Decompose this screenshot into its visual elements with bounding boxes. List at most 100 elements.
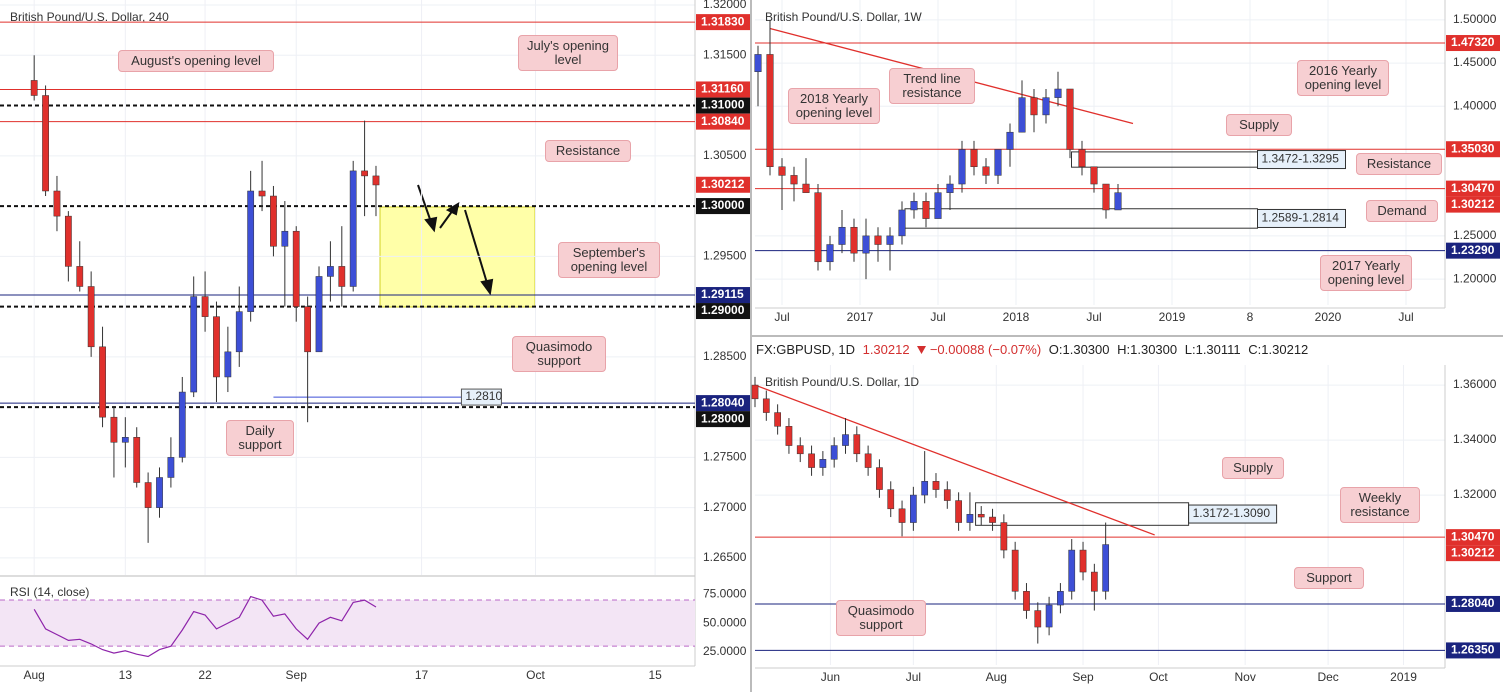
candle-body — [338, 266, 346, 287]
y-tick-label: 1.27000 — [703, 500, 747, 514]
symbol: FX:GBPUSD, 1D — [756, 342, 855, 357]
candle-body — [966, 514, 974, 523]
callout: September's opening level — [558, 242, 660, 278]
rsi-tick-label: 25.0000 — [703, 644, 747, 658]
candle-body — [977, 514, 985, 518]
callout: Quasimodo support — [512, 336, 606, 372]
zone-label: 1.3172-1.3090 — [1193, 506, 1271, 520]
zone-label: 1.3472-1.3295 — [1262, 152, 1340, 166]
price-label-box — [696, 395, 750, 412]
candle-body — [862, 235, 870, 254]
candle-body — [372, 175, 380, 186]
x-tick-label: 15 — [648, 668, 662, 682]
x-tick-label: Oct — [1149, 670, 1168, 684]
zone-label-box — [1257, 150, 1346, 170]
candle-body — [898, 209, 906, 237]
candle-body — [190, 296, 198, 393]
candle-body — [910, 201, 918, 211]
x-tick-label: Jul — [930, 310, 945, 324]
candle-body — [830, 445, 838, 460]
y-tick-label: 1.27500 — [703, 450, 747, 464]
candle-body — [842, 434, 849, 446]
candle-body — [932, 481, 940, 490]
x-tick-label: Jun — [821, 670, 840, 684]
price-label: 1.31830 — [701, 14, 745, 28]
price-label: 1.23290 — [1451, 243, 1495, 257]
plot: 1.32000 1.31500 1.30500 1.29500 1.28500 1.275… — [0, 0, 750, 682]
callout: Supply — [1226, 114, 1292, 136]
price-label: 1.30470 — [1451, 181, 1495, 195]
price-label: 1.30000 — [701, 198, 745, 212]
price-label: 1.35030 — [1451, 141, 1495, 155]
candle-body — [1045, 604, 1053, 628]
price-label-box — [1446, 196, 1500, 213]
candle-body — [167, 457, 175, 478]
y-tick-label: 1.32000 — [1453, 487, 1497, 501]
rsi-tick-label: 50.0000 — [703, 615, 747, 629]
x-tick-label: 2018 — [1003, 310, 1030, 324]
price-label: 1.30470 — [1451, 529, 1495, 543]
candle-body — [349, 170, 357, 287]
candle-body — [201, 296, 209, 317]
candle-body — [955, 500, 962, 523]
trend-line — [754, 384, 1155, 536]
last-price: 1.30212 — [862, 342, 910, 357]
candle-body — [887, 489, 895, 510]
candle-body — [258, 190, 266, 197]
candle-body — [133, 437, 141, 483]
candle-body — [778, 166, 786, 176]
candle-body — [1090, 166, 1098, 185]
candle-body — [1102, 544, 1110, 592]
y-tick-label: 1.20000 — [1453, 271, 1497, 285]
candle-body — [304, 306, 312, 353]
candle-body — [802, 183, 810, 193]
x-tick-label: Dec — [1317, 670, 1338, 684]
candle-body — [76, 266, 84, 287]
symbol-header: FX:GBPUSD, 1D 1.30212 −0.00088 (−0.07%) … — [756, 342, 1312, 357]
candle-body — [751, 384, 759, 400]
candle-body — [224, 351, 232, 378]
candle-body — [1018, 97, 1026, 133]
candle-body — [754, 54, 762, 72]
candle-body — [1090, 571, 1098, 592]
candle-body — [874, 235, 882, 245]
price-label-box — [1446, 642, 1500, 659]
candle-body — [790, 175, 798, 185]
x-tick-label: Nov — [1234, 670, 1255, 684]
x-tick-label: Sep — [1072, 670, 1094, 684]
price-label-box — [696, 303, 750, 320]
candle-body — [53, 190, 61, 217]
price-label-box — [696, 97, 750, 114]
x-tick-label: Jul — [906, 670, 921, 684]
candle-body — [946, 183, 954, 193]
candle-body — [921, 481, 929, 496]
candle-body — [292, 230, 300, 307]
callout: 2018 Yearly opening level — [788, 88, 880, 124]
close: C:1.30212 — [1248, 342, 1309, 357]
candle-body — [814, 192, 822, 263]
candle-body — [982, 166, 990, 176]
price-label-box — [1446, 595, 1500, 612]
y-tick-label: 1.45000 — [1453, 55, 1497, 69]
x-tick-label: 22 — [198, 668, 212, 682]
x-tick-label: 2020 — [1315, 310, 1342, 324]
callout: Resistance — [1356, 153, 1442, 175]
price-label: 1.29115 — [701, 287, 744, 301]
candle-body — [178, 391, 186, 458]
price-label-box — [696, 81, 750, 98]
open: O:1.30300 — [1048, 342, 1110, 357]
callout: Support — [1294, 567, 1364, 589]
candle-body — [819, 459, 827, 468]
candle-body — [1078, 149, 1086, 168]
callout: Weekly resistance — [1340, 487, 1420, 523]
candle-body — [327, 266, 334, 277]
chart-title: British Pound/U.S. Dollar, 240 — [10, 10, 169, 24]
candle-body — [785, 426, 793, 446]
candle-body — [774, 412, 781, 427]
price-label: 1.28040 — [701, 395, 745, 409]
price-label: 1.31000 — [701, 98, 745, 112]
x-tick-label: 8 — [1247, 310, 1254, 324]
x-tick-label: Jul — [1086, 310, 1101, 324]
callout: August's opening level — [118, 50, 274, 72]
plot: 1.36000 1.34000 1.32000 Jun Jul Aug Sep Oct Nov D… — [751, 365, 1500, 684]
